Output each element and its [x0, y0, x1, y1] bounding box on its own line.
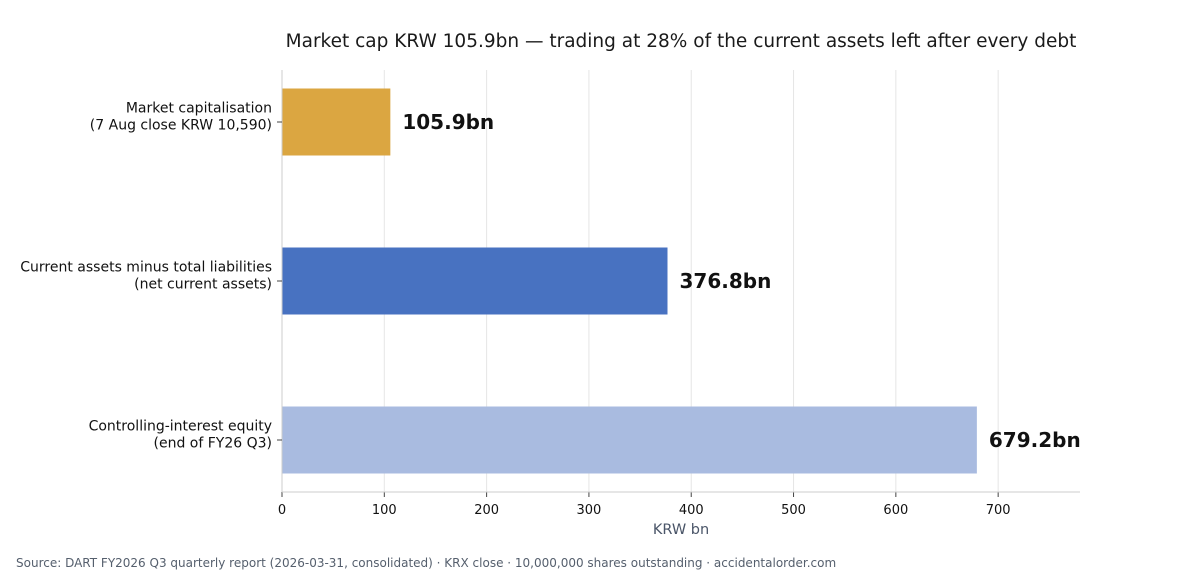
x-axis-label: KRW bn	[653, 522, 709, 538]
source-note: Source: DART FY2026 Q3 quarterly report …	[16, 556, 837, 570]
data-label: 376.8bn	[679, 269, 771, 293]
x-tick-label: 400	[679, 503, 704, 518]
bar	[282, 88, 391, 156]
x-tick-label: 600	[883, 503, 908, 518]
category-label: Market capitalisation (7 Aug close KRW 10…	[90, 101, 272, 134]
x-tick-label: 200	[474, 503, 499, 518]
bar	[282, 406, 977, 474]
axes: 0 100 200 300 400 500 600 700 Market capitalisat…	[20, 70, 1080, 518]
category-label: Current assets minus total liabilities (n…	[20, 260, 272, 293]
category-label: Controlling-interest equity (end of FY26 …	[89, 419, 272, 452]
data-label: 679.2bn	[989, 428, 1081, 452]
x-tick-label: 700	[986, 503, 1011, 518]
x-tick-label: 500	[781, 503, 806, 518]
category-label-line: Current assets minus total liabilities	[20, 260, 272, 276]
category-label-line: (7 Aug close KRW 10,590)	[90, 118, 272, 134]
category-label-line: (end of FY26 Q3)	[154, 436, 273, 452]
data-label: 105.9bn	[402, 110, 494, 134]
x-tick-label: 0	[278, 503, 286, 518]
category-label-line: Market capitalisation	[126, 101, 272, 117]
x-tick-label: 300	[577, 503, 602, 518]
chart-title: Market cap KRW 105.9bn — trading at 28% …	[286, 31, 1077, 52]
bars: 105.9bn 376.8bn 679.2bn	[282, 88, 1081, 474]
category-label-line: Controlling-interest equity	[89, 419, 272, 435]
bar	[282, 247, 668, 315]
x-tick-label: 100	[372, 503, 397, 518]
category-label-line: (net current assets)	[134, 277, 272, 293]
